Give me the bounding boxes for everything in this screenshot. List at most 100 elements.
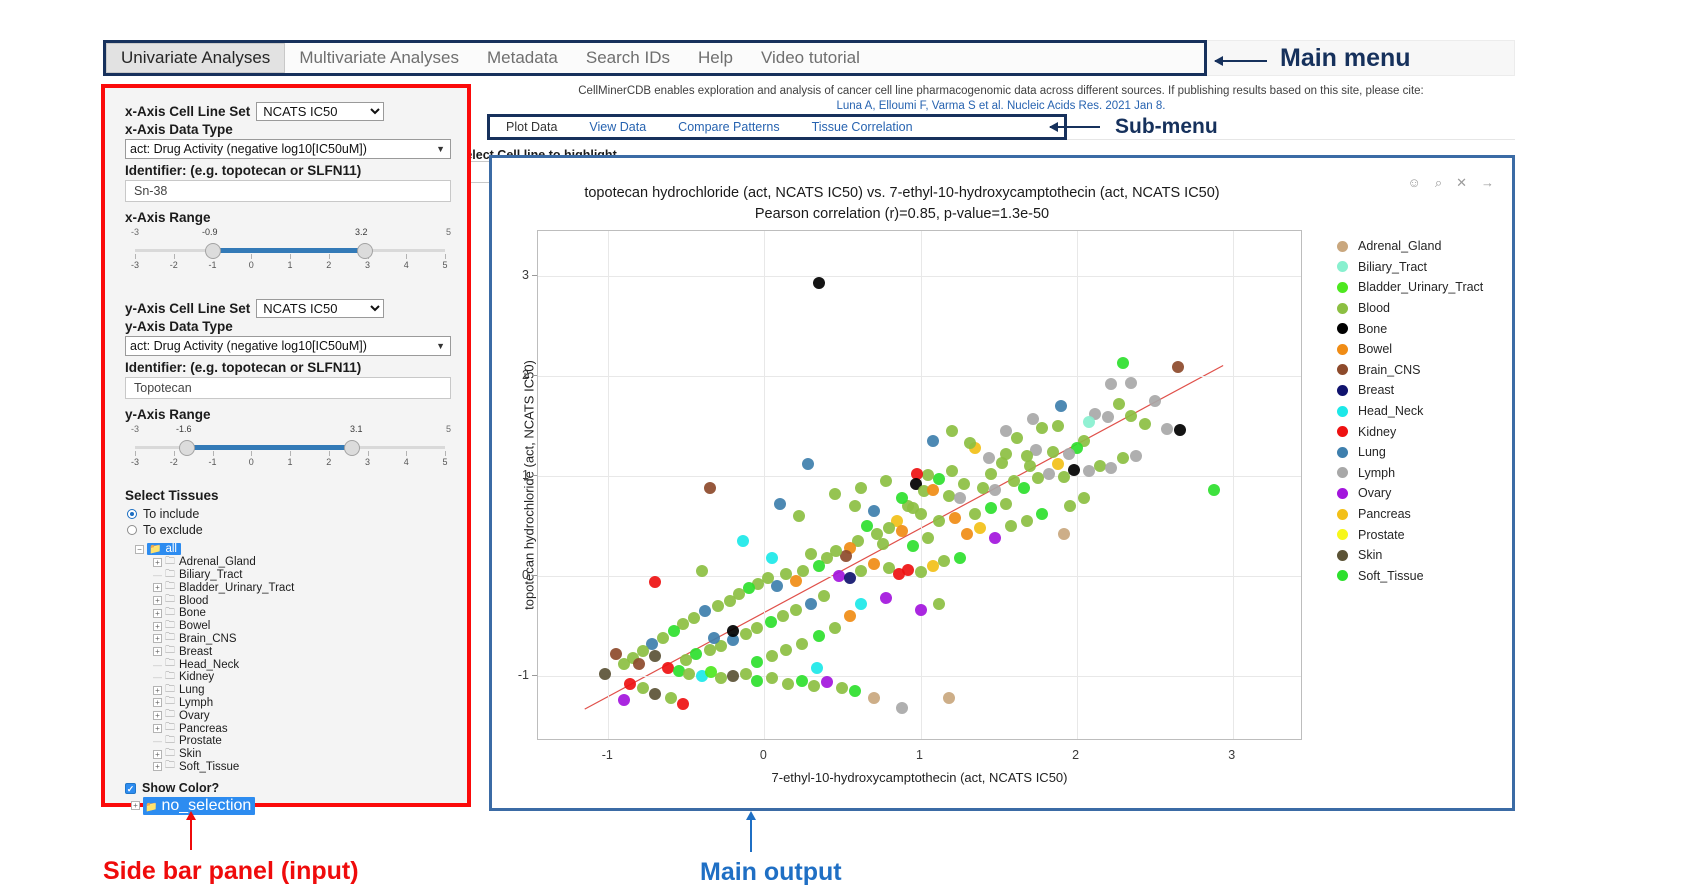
scatter-point[interactable] (855, 482, 868, 494)
scatter-point[interactable] (766, 672, 779, 684)
scatter-point[interactable] (942, 692, 955, 704)
scatter-point[interactable] (867, 692, 880, 704)
tissue-tree-item[interactable]: + 🗀 Blood (153, 594, 451, 607)
legend-item[interactable]: Adrenal_Gland (1337, 236, 1512, 257)
menu-tab-multivariate-analyses[interactable]: Multivariate Analyses (299, 48, 459, 67)
scatter-point[interactable] (750, 656, 763, 668)
scatter-point[interactable] (1000, 498, 1013, 510)
legend-item[interactable]: Brain_CNS (1337, 360, 1512, 381)
scatter-point[interactable] (942, 490, 955, 502)
legend-item[interactable]: Bladder_Urinary_Tract (1337, 277, 1512, 298)
scatter-point[interactable] (989, 532, 1002, 544)
scatter-point[interactable] (1000, 448, 1013, 460)
legend-item[interactable]: Head_Neck (1337, 401, 1512, 422)
scatter-point[interactable] (680, 654, 693, 666)
tissue-tree-item[interactable]: + 🗀 Skin (153, 748, 451, 761)
scatter-point[interactable] (828, 622, 841, 634)
scatter-point[interactable] (805, 548, 818, 560)
scatter-point[interactable] (656, 632, 669, 644)
scatter-point[interactable] (933, 598, 946, 610)
scatter-point[interactable] (636, 682, 649, 694)
scatter-point[interactable] (926, 484, 939, 496)
scatter-point[interactable] (895, 492, 908, 504)
scatter-point[interactable] (736, 535, 749, 547)
scatter-point[interactable] (699, 605, 712, 617)
expand-icon[interactable]: + (153, 749, 162, 759)
scatter-point[interactable] (1011, 432, 1024, 444)
scatter-point[interactable] (727, 634, 740, 646)
scatter-point[interactable] (724, 595, 737, 607)
scatter-point[interactable] (984, 468, 997, 480)
scatter-point[interactable] (937, 555, 950, 567)
scatter-point[interactable] (1117, 357, 1130, 369)
scatter-point[interactable] (867, 558, 880, 570)
scatter-point[interactable] (761, 572, 774, 584)
scatter-point[interactable] (1047, 446, 1060, 458)
scatter-point[interactable] (1036, 422, 1049, 434)
scatter-point[interactable] (1161, 423, 1174, 435)
scatter-point[interactable] (820, 676, 833, 688)
scatter-point[interactable] (1058, 528, 1071, 540)
scatter-point[interactable] (953, 552, 966, 564)
legend-item[interactable]: Lung (1337, 442, 1512, 463)
scatter-point[interactable] (677, 618, 690, 630)
scatter-point[interactable] (667, 625, 680, 637)
expand-icon[interactable]: + (153, 596, 162, 606)
scatter-point[interactable] (844, 572, 857, 584)
scatter-point[interactable] (1042, 468, 1055, 480)
scatter-point[interactable] (688, 612, 701, 624)
scatter-point[interactable] (1125, 377, 1138, 389)
scatter-point[interactable] (926, 435, 939, 447)
tissue-tree-item[interactable]: + 🗀 Soft_Tissue (153, 760, 451, 774)
scatter-point[interactable] (789, 604, 802, 616)
expand-icon[interactable]: + (153, 711, 162, 721)
scatter-point[interactable] (811, 662, 824, 674)
scatter-point[interactable] (833, 570, 846, 582)
no-selection-node[interactable]: + 📁 no_selection (131, 796, 451, 815)
expand-icon[interactable]: + (153, 647, 162, 657)
scatter-point[interactable] (995, 457, 1008, 469)
expand-icon[interactable]: + (153, 698, 162, 708)
scatter-point[interactable] (1020, 515, 1033, 527)
menu-tab-search-ids[interactable]: Search IDs (585, 48, 670, 67)
scatter-point[interactable] (933, 473, 946, 485)
scatter-point[interactable] (861, 520, 874, 532)
scatter-point[interactable] (1139, 418, 1152, 430)
tissue-tree-item[interactable]: + 🗀 Adrenal_Gland (153, 556, 451, 569)
scatter-point[interactable] (672, 665, 685, 677)
scatter-point[interactable] (1020, 450, 1033, 462)
scatter-point[interactable] (714, 672, 727, 684)
scatter-point[interactable] (617, 658, 630, 670)
scatter-point[interactable] (973, 522, 986, 534)
scatter-point[interactable] (844, 610, 857, 622)
sub-tab-plot-data[interactable]: Plot Data (506, 120, 558, 134)
scatter-point[interactable] (695, 565, 708, 577)
legend-item[interactable]: Pancreas (1337, 504, 1512, 525)
scatter-point[interactable] (766, 552, 779, 564)
tissue-tree-item[interactable]: + 🗀 Bowel (153, 620, 451, 633)
expand-icon[interactable]: + (131, 801, 140, 811)
scatter-point[interactable] (922, 532, 935, 544)
scatter-point[interactable] (764, 616, 777, 628)
tissue-tree-item[interactable]: — 🗀 Kidney (153, 671, 451, 684)
scatter-point[interactable] (750, 622, 763, 634)
scatter-point[interactable] (739, 668, 752, 680)
scatter-point[interactable] (1051, 458, 1064, 470)
legend-item[interactable]: Kidney (1337, 421, 1512, 442)
expand-icon[interactable]: + (153, 557, 162, 567)
scatter-point[interactable] (848, 500, 861, 512)
reset-axes-icon[interactable]: → (1481, 175, 1494, 190)
tissue-tree-root[interactable]: − 📁 all (135, 543, 451, 556)
scatter-point[interactable] (1055, 400, 1067, 412)
scatter-point[interactable] (813, 277, 826, 289)
chart-canvas[interactable] (537, 230, 1302, 740)
scatter-point[interactable] (848, 685, 861, 697)
scatter-point[interactable] (711, 600, 724, 612)
scatter-point[interactable] (1172, 361, 1185, 373)
scatter-point[interactable] (727, 625, 740, 637)
scatter-point[interactable] (1112, 398, 1125, 410)
scatter-point[interactable] (926, 560, 939, 572)
legend-item[interactable]: Prostate (1337, 524, 1512, 545)
scatter-point[interactable] (883, 522, 896, 534)
zoom-in-icon[interactable]: ⌕ (1434, 175, 1443, 190)
